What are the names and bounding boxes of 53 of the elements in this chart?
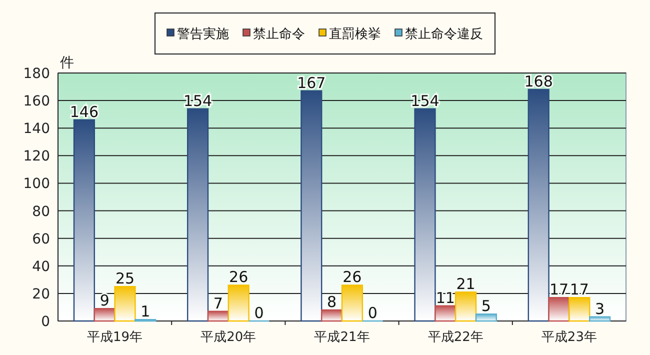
legend-label: 禁止命令違反: [405, 27, 483, 42]
y-tick-label: 60: [32, 231, 50, 248]
bar: [548, 296, 570, 322]
data-label: 3: [595, 300, 605, 318]
x-tick-label: 平成21年: [314, 330, 370, 345]
legend-label: 直罰検挙: [329, 27, 381, 42]
y-tick-label: 0: [41, 314, 50, 330]
legend-label: 警告実施: [177, 26, 229, 42]
data-label: 9: [100, 292, 110, 310]
data-label: 26: [229, 268, 248, 286]
bar: [228, 284, 250, 322]
data-label: 168: [524, 72, 553, 91]
y-tick-label: 100: [23, 176, 50, 192]
y-tick-label: 180: [23, 66, 50, 82]
bar: [321, 309, 343, 322]
data-label: 11: [436, 288, 455, 307]
data-label: 5: [481, 297, 491, 316]
bar: [73, 119, 95, 322]
bar: [414, 108, 436, 322]
y-tick-label: 20: [32, 286, 50, 302]
bar: [187, 108, 209, 322]
data-label: 146: [70, 102, 99, 121]
legend-label: 禁止命令: [253, 27, 305, 42]
data-label: 8: [327, 292, 337, 311]
y-tick-label: 140: [23, 121, 50, 138]
bar: [300, 90, 322, 322]
x-tick-label: 平成23年: [541, 330, 597, 345]
bar: [207, 310, 229, 322]
bar: [568, 296, 590, 322]
y-tick-label: 120: [23, 148, 50, 165]
bar: [341, 284, 363, 322]
bar: [114, 286, 136, 322]
bar: [94, 308, 116, 322]
x-tick-label: 平成19年: [87, 330, 143, 345]
x-tick-label: 平成22年: [428, 330, 484, 345]
data-label: 0: [368, 304, 378, 322]
data-label: 7: [213, 294, 223, 312]
data-label: 0: [254, 304, 264, 322]
y-tick-label: 40: [32, 258, 50, 275]
data-label: 167: [297, 74, 326, 92]
y-tick-label: 160: [23, 94, 50, 110]
data-label: 25: [115, 270, 135, 288]
bar: [528, 88, 550, 322]
bar: [475, 314, 497, 322]
data-label: 26: [342, 268, 362, 286]
data-label: 21: [456, 275, 476, 294]
bar: [434, 305, 456, 322]
data-label: 1: [140, 302, 150, 321]
x-tick-label: 平成20年: [200, 330, 256, 345]
bar: [589, 316, 611, 322]
bar: [455, 291, 477, 322]
y-axis-title: 件: [60, 55, 74, 71]
y-tick-label: 80: [32, 204, 50, 220]
